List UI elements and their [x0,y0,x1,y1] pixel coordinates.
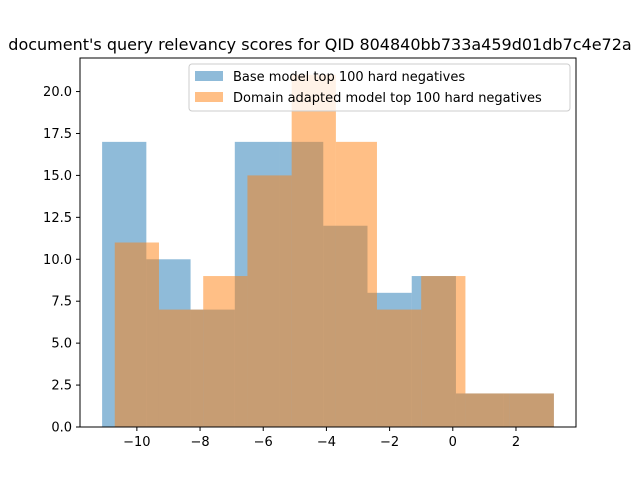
legend-label-1: Domain adapted model top 100 hard negati… [233,91,542,106]
histogram-bar-series-1-bin-5 [335,141,377,427]
x-tick-label: 0 [449,435,457,450]
legend-label-0: Base model top 100 hard negatives [233,70,465,85]
x-tick-label: −4 [317,435,336,450]
histogram-bar-series-1-bin-6 [376,309,422,427]
y-axis: 0.0 2.5 5.0 7.5 10.0 12.5 15.0 17.5 20.0 [43,85,80,436]
y-tick-label: 12.5 [43,211,72,226]
legend-swatch-0 [195,71,223,81]
y-tick-label: 10.0 [43,253,72,268]
x-tick-label: −2 [380,435,399,450]
y-tick-label: 20.0 [43,85,72,100]
legend-box [188,63,571,112]
y-tick-label: 2.5 [51,379,72,394]
x-axis: −10 −8 −6 −4 −2 0 2 [123,427,520,450]
x-tick-label: −6 [254,435,273,450]
y-tick-label: 5.0 [51,337,72,352]
legend-swatch-1 [195,92,223,102]
histogram-bar-series-1-bin-2 [203,276,248,427]
histogram-bar-series-1-bin-1 [158,309,204,427]
axes-frame [79,57,577,428]
histogram-bar-series-1-bin-0 [114,242,159,427]
histogram-bar-series-1-bin-3 [247,175,292,427]
histogram-bar-series-1-bin-8 [465,393,510,427]
legend: Base model top 100 hard negatives Domain … [188,63,571,112]
x-tick-label: −10 [123,435,150,450]
y-tick-label: 17.5 [43,127,72,142]
y-tick-label: 15.0 [43,169,72,184]
y-tick-label: 0.0 [51,421,72,436]
y-tick-label: 7.5 [51,295,72,310]
x-tick-label: −8 [190,435,209,450]
x-tick-label: 2 [512,435,520,450]
chart-title: document's query relevancy scores for QI… [8,35,631,54]
histogram-bar-series-1-bin-4 [291,74,336,427]
histogram-bar-series-1-bin-9 [509,393,554,427]
bars-layer [102,74,554,427]
histogram-bar-series-1-bin-7 [421,276,466,427]
